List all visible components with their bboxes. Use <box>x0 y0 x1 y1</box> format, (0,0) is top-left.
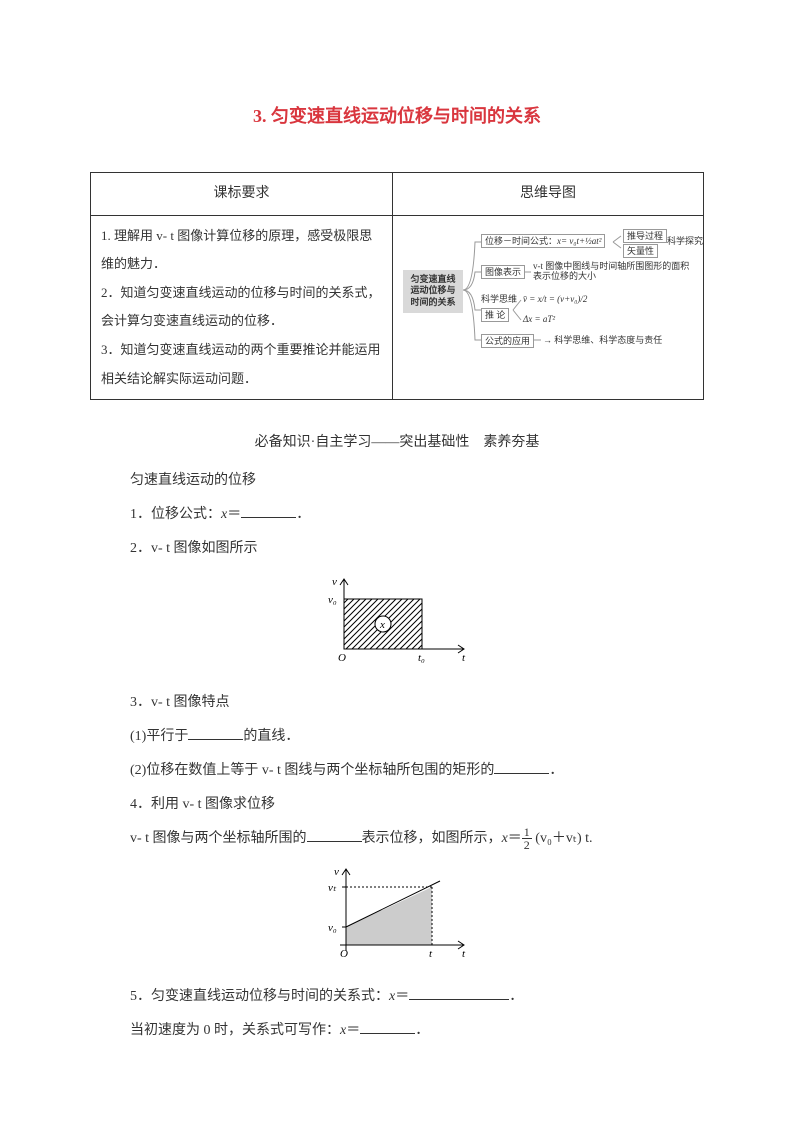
requirements-cell: 1. 理解用 v- t 图像计算位移的原理，感受极限思维的魅力． 2．知道匀变速… <box>91 215 393 400</box>
col-requirements: 课标要求 <box>91 173 393 215</box>
req-1: 1. 理解用 v- t 图像计算位移的原理，感受极限思维的魅力． <box>101 222 382 279</box>
fig1-v0: v₀ <box>328 594 337 606</box>
mm-n1r2: 矢量性 <box>623 244 658 259</box>
fig2-xlabel: t <box>462 948 466 960</box>
col-mindmap: 思维导图 <box>393 173 704 215</box>
p2: 2．v- t 图像如图所示 <box>130 535 704 563</box>
page-title: 3. 匀变速直线运动位移与时间的关系 <box>90 100 704 132</box>
vt-trap-chart: v vₜ v₀ O t t <box>322 861 472 966</box>
p4a: v- t 图像与两个坐标轴所围的表示位移，如图所示，x＝12 (v₀＋vₜ) t… <box>130 825 704 853</box>
section-header: 必备知识·自主学习——突出基础性 素养夯基 <box>90 430 704 455</box>
req-3: 3．知道匀变速直线运动的两个重要推论并能运用相关结论解实际运动问题． <box>101 336 382 393</box>
mm-n3a: 科学思维 <box>481 294 517 305</box>
svg-text:O: O <box>340 948 348 960</box>
req-2: 2．知道匀变速直线运动的位移与时间的关系式，会计算匀变速直线运动的位移． <box>101 279 382 336</box>
figure-1: v v₀ O t₀ t x <box>90 571 704 680</box>
p3a: (1)平行于的直线． <box>130 723 704 751</box>
mm-n3: 推 论 <box>481 308 509 323</box>
mm-n1: 位移－时间公式：x= v₀t+½at² <box>481 234 605 249</box>
p6: 当初速度为 0 时，关系式可写作：x＝． <box>130 1017 704 1045</box>
figure-2: v vₜ v₀ O t t <box>90 861 704 975</box>
fig1-ylabel: v <box>332 576 337 588</box>
p1: 1．位移公式：x＝． <box>130 501 704 529</box>
mm-n3f2: Δx = aT² <box>523 314 555 325</box>
mm-n2r: v-t 图像中图线与时间轴所围图形的面积表示位移的大小 <box>533 261 691 283</box>
fig1-center: x <box>379 619 385 631</box>
p4: 4．利用 v- t 图像求位移 <box>130 791 704 819</box>
mm-main: 匀变速直线运动位移与时间的关系 <box>403 270 463 313</box>
fig1-xlabel: t <box>462 652 466 664</box>
fig1-t0: t₀ <box>418 652 425 664</box>
p3b: (2)位移在数值上等于 v- t 图线与两个坐标轴所包围的矩形的． <box>130 757 704 785</box>
fig2-ylabel: v <box>334 866 339 878</box>
mm-n1side: 科学探究 <box>667 236 703 247</box>
mm-n2: 图像表示 <box>481 265 525 280</box>
mm-n3f1: v̄ = x/t = (v+v₀)/2 <box>523 294 587 305</box>
mm-n1r1: 推导过程 <box>623 229 667 244</box>
p3: 3．v- t 图像特点 <box>130 689 704 717</box>
mindmap-cell: 匀变速直线运动位移与时间的关系 位移－时间公式：x= v₀t+½at² 推导过程… <box>393 215 704 400</box>
vt-rect-chart: v v₀ O t₀ t x <box>322 571 472 671</box>
mm-n4: 公式的应用 <box>481 334 534 349</box>
mm-n4r: → 科学思维、科学态度与责任 <box>543 335 662 346</box>
fig2-vt: vₜ <box>328 882 337 894</box>
mindmap: 匀变速直线运动位移与时间的关系 位移－时间公式：x= v₀t+½at² 推导过程… <box>403 222 693 362</box>
fig2-t0: t <box>429 948 433 960</box>
p5: 5．匀变速直线运动位移与时间的关系式：x＝． <box>130 983 704 1011</box>
standards-table: 课标要求 思维导图 1. 理解用 v- t 图像计算位移的原理，感受极限思维的魅… <box>90 172 704 400</box>
fig2-v0: v₀ <box>328 922 337 934</box>
svg-text:O: O <box>338 652 346 664</box>
h0: 匀速直线运动的位移 <box>130 467 704 495</box>
